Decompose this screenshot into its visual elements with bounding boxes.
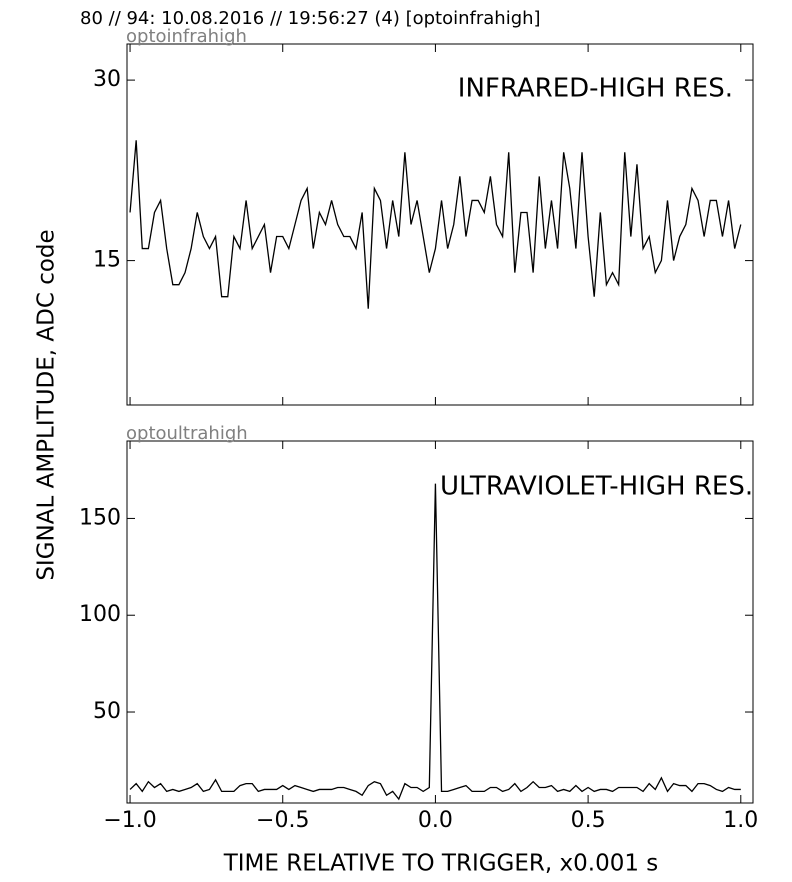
x-tick-label: −0.5 <box>256 808 309 833</box>
y-tick-label: 100 <box>79 602 121 627</box>
plot-frame <box>126 440 754 804</box>
header: 80 // 94: 10.08.2016 // 19:56:27 (4) [op… <box>80 8 541 29</box>
y-tick-label: 150 <box>79 505 121 530</box>
subplot-title: optoultrahigh <box>126 423 248 444</box>
data-line <box>129 483 741 801</box>
annotation: INFRARED-HIGH RES. <box>458 74 733 104</box>
annotation: ULTRAVIOLET-HIGH RES. <box>440 472 753 502</box>
data-line <box>129 140 742 309</box>
x-tick-label: 0.5 <box>571 808 606 833</box>
subplot-title: optoinfrahigh <box>126 26 247 47</box>
x-axis-label: TIME RELATIVE TO TRIGGER, x0.001 s <box>223 851 659 877</box>
y-axis-label: SIGNAL AMPLITUDE, ADC code <box>34 229 60 580</box>
plot-frame <box>126 43 754 406</box>
y-tick-label: 15 <box>93 248 121 273</box>
y-tick-label: 30 <box>93 67 121 92</box>
y-tick-label: 50 <box>93 699 121 724</box>
x-tick-label: 0.0 <box>418 808 453 833</box>
x-tick-label: −1.0 <box>103 808 156 833</box>
x-tick-label: 1.0 <box>723 808 758 833</box>
